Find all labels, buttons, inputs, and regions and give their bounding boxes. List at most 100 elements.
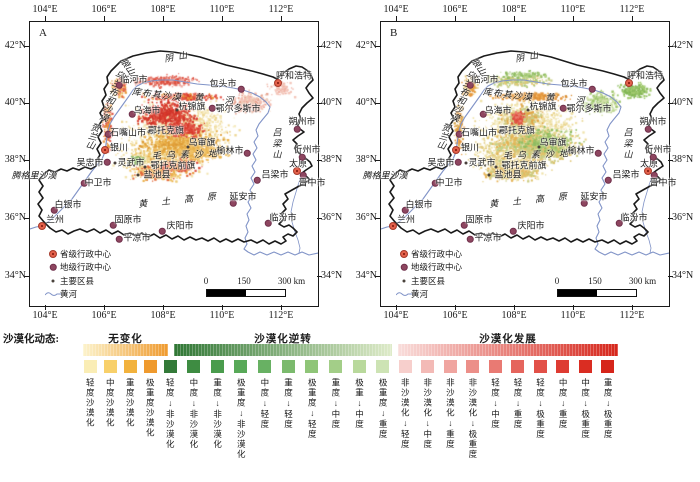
axis-tick xyxy=(668,218,673,219)
city-dot-prefecture xyxy=(115,81,123,89)
legend-item-prefecture: 地级行政中心 xyxy=(44,261,154,273)
lon-tick-label-top: 106°E xyxy=(442,4,468,15)
class-swatch xyxy=(601,360,615,373)
lat-tick-label-right: 38°N xyxy=(321,154,343,165)
city-dot-county xyxy=(526,108,530,112)
city-dot-prefecture xyxy=(594,149,602,157)
city-label: 吴忠市 xyxy=(427,157,455,168)
city-label: 呼和浩特 xyxy=(275,70,313,81)
city-dot-provincial xyxy=(101,146,109,154)
lat-tick-label-left: 34°N xyxy=(4,270,26,281)
class-swatch xyxy=(533,360,547,373)
city-label: 杭锦旗 xyxy=(529,101,557,112)
legend-group-title: 沙漠化逆转 xyxy=(254,334,312,345)
city-dot-provincial xyxy=(274,79,282,87)
legend-symbol-provincial xyxy=(400,250,408,258)
city-label: 鄂托克前旗 xyxy=(501,160,547,171)
legend-item-county: 主要区县 xyxy=(395,275,505,287)
class-swatch xyxy=(421,360,435,373)
lon-tick-label-bottom: 110°E xyxy=(209,310,235,321)
city-label: 延安市 xyxy=(580,191,608,202)
city-label: 石嘴山市 xyxy=(460,127,498,138)
class-swatch xyxy=(234,360,248,373)
study-area-boundary xyxy=(37,50,314,245)
city-label: 平凉市 xyxy=(474,232,502,243)
legend-item-prefecture: 地级行政中心 xyxy=(395,261,505,273)
class-label: 非沙漠化↓重度 xyxy=(445,378,456,450)
city-dot-provincial xyxy=(625,79,633,87)
class-label: 中度↓重度 xyxy=(558,378,569,430)
city-label: 临汾市 xyxy=(620,212,648,223)
lat-tick-label-right: 36°N xyxy=(321,212,343,223)
axis-tick xyxy=(514,305,515,310)
lon-tick-label-top: 110°E xyxy=(560,4,586,15)
city-label: 临河市 xyxy=(471,74,499,85)
legend-class: 中度↓轻度 xyxy=(258,360,272,460)
class-swatch xyxy=(466,360,480,373)
scale-bar-segment-black xyxy=(207,290,246,296)
legend-class: 中度沙漠化 xyxy=(103,360,117,438)
scale-bar-track xyxy=(557,289,637,297)
geo-label: 河 xyxy=(224,95,234,106)
lon-tick-label-top: 104°E xyxy=(32,4,58,15)
city-label: 呼和浩特 xyxy=(626,70,664,81)
city-label: 包头市 xyxy=(209,78,237,89)
city-label: 白银市 xyxy=(405,199,433,210)
study-area-boundary xyxy=(388,50,665,245)
lat-tick-label-right: 40°N xyxy=(672,97,694,108)
scale-bar-number: 150 xyxy=(588,276,602,286)
class-swatch xyxy=(210,360,224,373)
city-dot-prefecture xyxy=(401,206,409,214)
panel-label: A xyxy=(39,27,47,39)
lon-tick-label-top: 104°E xyxy=(383,4,409,15)
legend-item-provincial: 省级行政中心 xyxy=(395,248,505,260)
class-label: 极重↓中度 xyxy=(354,378,365,430)
legend-class: 轻度↓非沙漠化 xyxy=(163,360,177,460)
axis-tick xyxy=(104,16,105,21)
city-dot-county xyxy=(175,108,179,112)
scale-bar-track xyxy=(206,289,286,297)
city-label: 灵武市 xyxy=(117,157,145,168)
city-dot-prefecture xyxy=(455,130,463,138)
legend-symbol-county xyxy=(402,279,406,283)
city-label: 银川 xyxy=(460,142,480,153)
legend-group-gradient-bar xyxy=(174,344,392,356)
city-dot-county xyxy=(498,130,502,134)
lat-tick-label-left: 38°N xyxy=(355,154,377,165)
axis-tick xyxy=(396,305,397,310)
scale-bar-segment-black xyxy=(558,290,597,296)
lon-tick-label-bottom: 112°E xyxy=(619,310,645,321)
legend-item-river: 黄河 xyxy=(395,288,505,300)
class-label: 轻度↓非沙漠化 xyxy=(165,378,176,450)
map-panel-a: 104°E 104°E 106°E 106°E 108°E 108°E 110°E 110°E… xyxy=(0,0,350,330)
city-dot-prefecture xyxy=(158,227,166,235)
legend-class: 重度↓轻度 xyxy=(281,360,295,460)
axis-tick xyxy=(45,305,46,310)
city-dot-prefecture xyxy=(649,153,657,161)
axis-tick xyxy=(514,16,515,21)
axis-tick xyxy=(375,103,380,104)
axis-tick xyxy=(317,46,322,47)
lat-tick-label-right: 34°N xyxy=(321,270,343,281)
legend-item-county: 主要区县 xyxy=(44,275,154,287)
city-label: 乌海市 xyxy=(484,105,512,116)
city-dot-county xyxy=(487,173,491,177)
city-label: 忻州市 xyxy=(644,144,672,155)
city-dot-prefecture xyxy=(454,158,462,166)
axis-tick xyxy=(281,16,282,21)
lat-tick-label-left: 40°N xyxy=(355,97,377,108)
geo-label: 河 xyxy=(575,95,585,106)
lon-tick-label-top: 106°E xyxy=(91,4,117,15)
axis-tick xyxy=(668,276,673,277)
city-dot-prefecture xyxy=(50,206,58,214)
class-label: 中度↓轻度 xyxy=(259,378,270,430)
city-label: 乌审旗 xyxy=(188,137,216,148)
city-dot-county xyxy=(147,130,151,134)
legend-class: 极重度↓重度 xyxy=(376,360,390,460)
city-dot-prefecture xyxy=(264,219,272,227)
city-dot-prefecture xyxy=(253,176,261,184)
legend-symbol-prefecture xyxy=(49,264,57,271)
lon-tick-label-top: 108°E xyxy=(501,4,527,15)
dynamics-legend: 沙漠化动态: 无变化 轻度沙漠化 中度沙漠化 重度沙漠化 极重度沙漠化 沙漠化逆转 轻度↓非… xyxy=(0,328,700,482)
